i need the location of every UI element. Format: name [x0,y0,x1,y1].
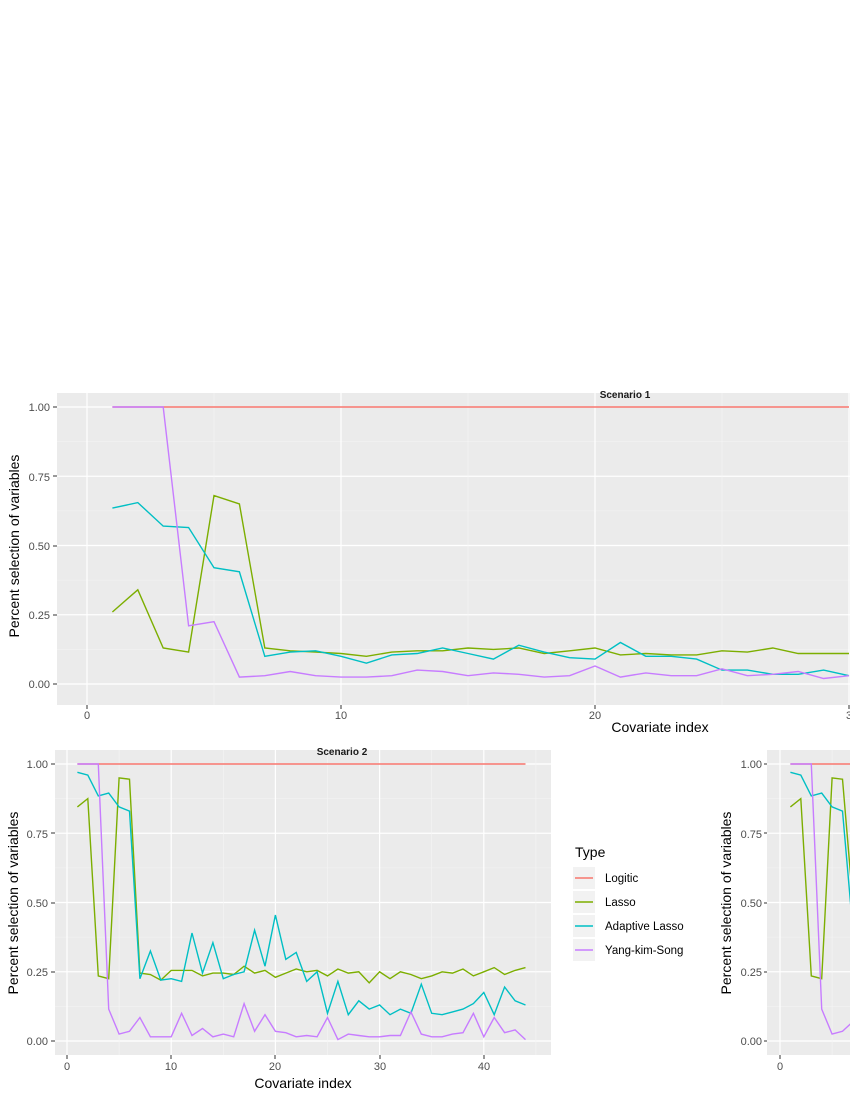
panel-scenario-2: Scenario 2 0.00 0.25 0.50 0.75 1.00 0 10… [5,747,551,1091]
series-line-yang-kim-song [77,763,526,1041]
y-tick-label: 0.75 [27,829,48,841]
y-tick-label: 0.00 [741,1036,762,1048]
series-line-adaptive-lasso [77,771,526,1017]
legend-item-logitic: Logitic [573,867,638,889]
x-axis: 0 10 20 3 [84,705,850,722]
y-tick-label: 0.25 [741,967,762,979]
y-axis-title: Percent selection of variables [718,812,734,995]
x-axis: 0 10 20 30 40 [64,1055,490,1073]
legend-label: Yang-kim-Song [605,945,683,957]
legend-item-yang-kim-song: Yang-kim-Song [573,939,683,961]
y-axis: 0.00 0.25 0.50 0.75 1.00 [741,759,767,1048]
y-tick-label: 0.25 [27,967,48,979]
series-line-lasso [76,777,526,984]
y-tick-label: 1.00 [29,402,50,414]
y-tick-label: 0.50 [741,898,762,910]
legend: Type Logitic Lasso Adaptive Lasso Yang-kim-… [573,844,684,961]
legend-label: Adaptive Lasso [605,921,684,933]
legend-item-adaptive-lasso: Adaptive Lasso [573,915,684,937]
legend-label: Logitic [605,873,638,885]
x-axis-title: Covariate index [611,719,708,735]
x-tick-label: 0 [777,1061,783,1073]
y-axis-title: Percent selection of variables [6,455,22,638]
panel-title: Scenario 1 [600,390,651,401]
y-tick-label: 0.25 [29,610,50,622]
plot-background [57,393,850,705]
series-line-adaptive-lasso [790,771,850,906]
data-lines [111,406,850,680]
y-axis-title: Percent selection of variables [5,812,21,995]
y-tick-label: 0.50 [29,541,50,553]
x-tick-label: 20 [589,710,601,722]
y-tick-label: 0.75 [741,829,762,841]
legend-title: Type [575,844,606,860]
y-tick-label: 1.00 [27,759,48,771]
y-tick-label: 0.50 [27,898,48,910]
y-axis: 0.00 0.25 0.50 0.75 1.00 [29,402,57,691]
y-tick-label: 0.00 [29,679,50,691]
series-line-lasso [111,494,849,658]
x-tick-label: 3 [846,710,850,722]
panel-title: Scenario 2 [317,747,368,758]
y-tick-label: 0.75 [29,472,50,484]
x-tick-label: 0 [64,1061,70,1073]
y-axis: 0.00 0.25 0.50 0.75 1.00 [27,759,55,1048]
x-axis-title: Covariate index [254,1075,351,1091]
legend-label: Lasso [605,897,636,909]
data-lines [76,763,526,1041]
series-line-lasso [789,777,850,980]
legend-item-lasso: Lasso [573,891,636,913]
panel-scenario-3-cropped: 0.00 0.25 0.50 0.75 1.00 0 Percent selec… [718,750,850,1073]
x-tick-label: 0 [84,710,90,722]
panel-scenario-1: Scenario 1 0.00 0.25 0.50 0.75 1.00 0 10… [6,390,850,735]
y-tick-label: 1.00 [741,759,762,771]
series-line-yang-kim-song [790,763,850,1035]
series-line-yang-kim-song [112,406,850,680]
x-tick-label: 20 [269,1061,281,1073]
x-tick-label: 10 [335,710,347,722]
x-tick-label: 10 [165,1061,177,1073]
x-tick-label: 40 [478,1061,490,1073]
x-tick-label: 30 [374,1061,386,1073]
data-lines [789,763,850,1035]
y-tick-label: 0.00 [27,1036,48,1048]
